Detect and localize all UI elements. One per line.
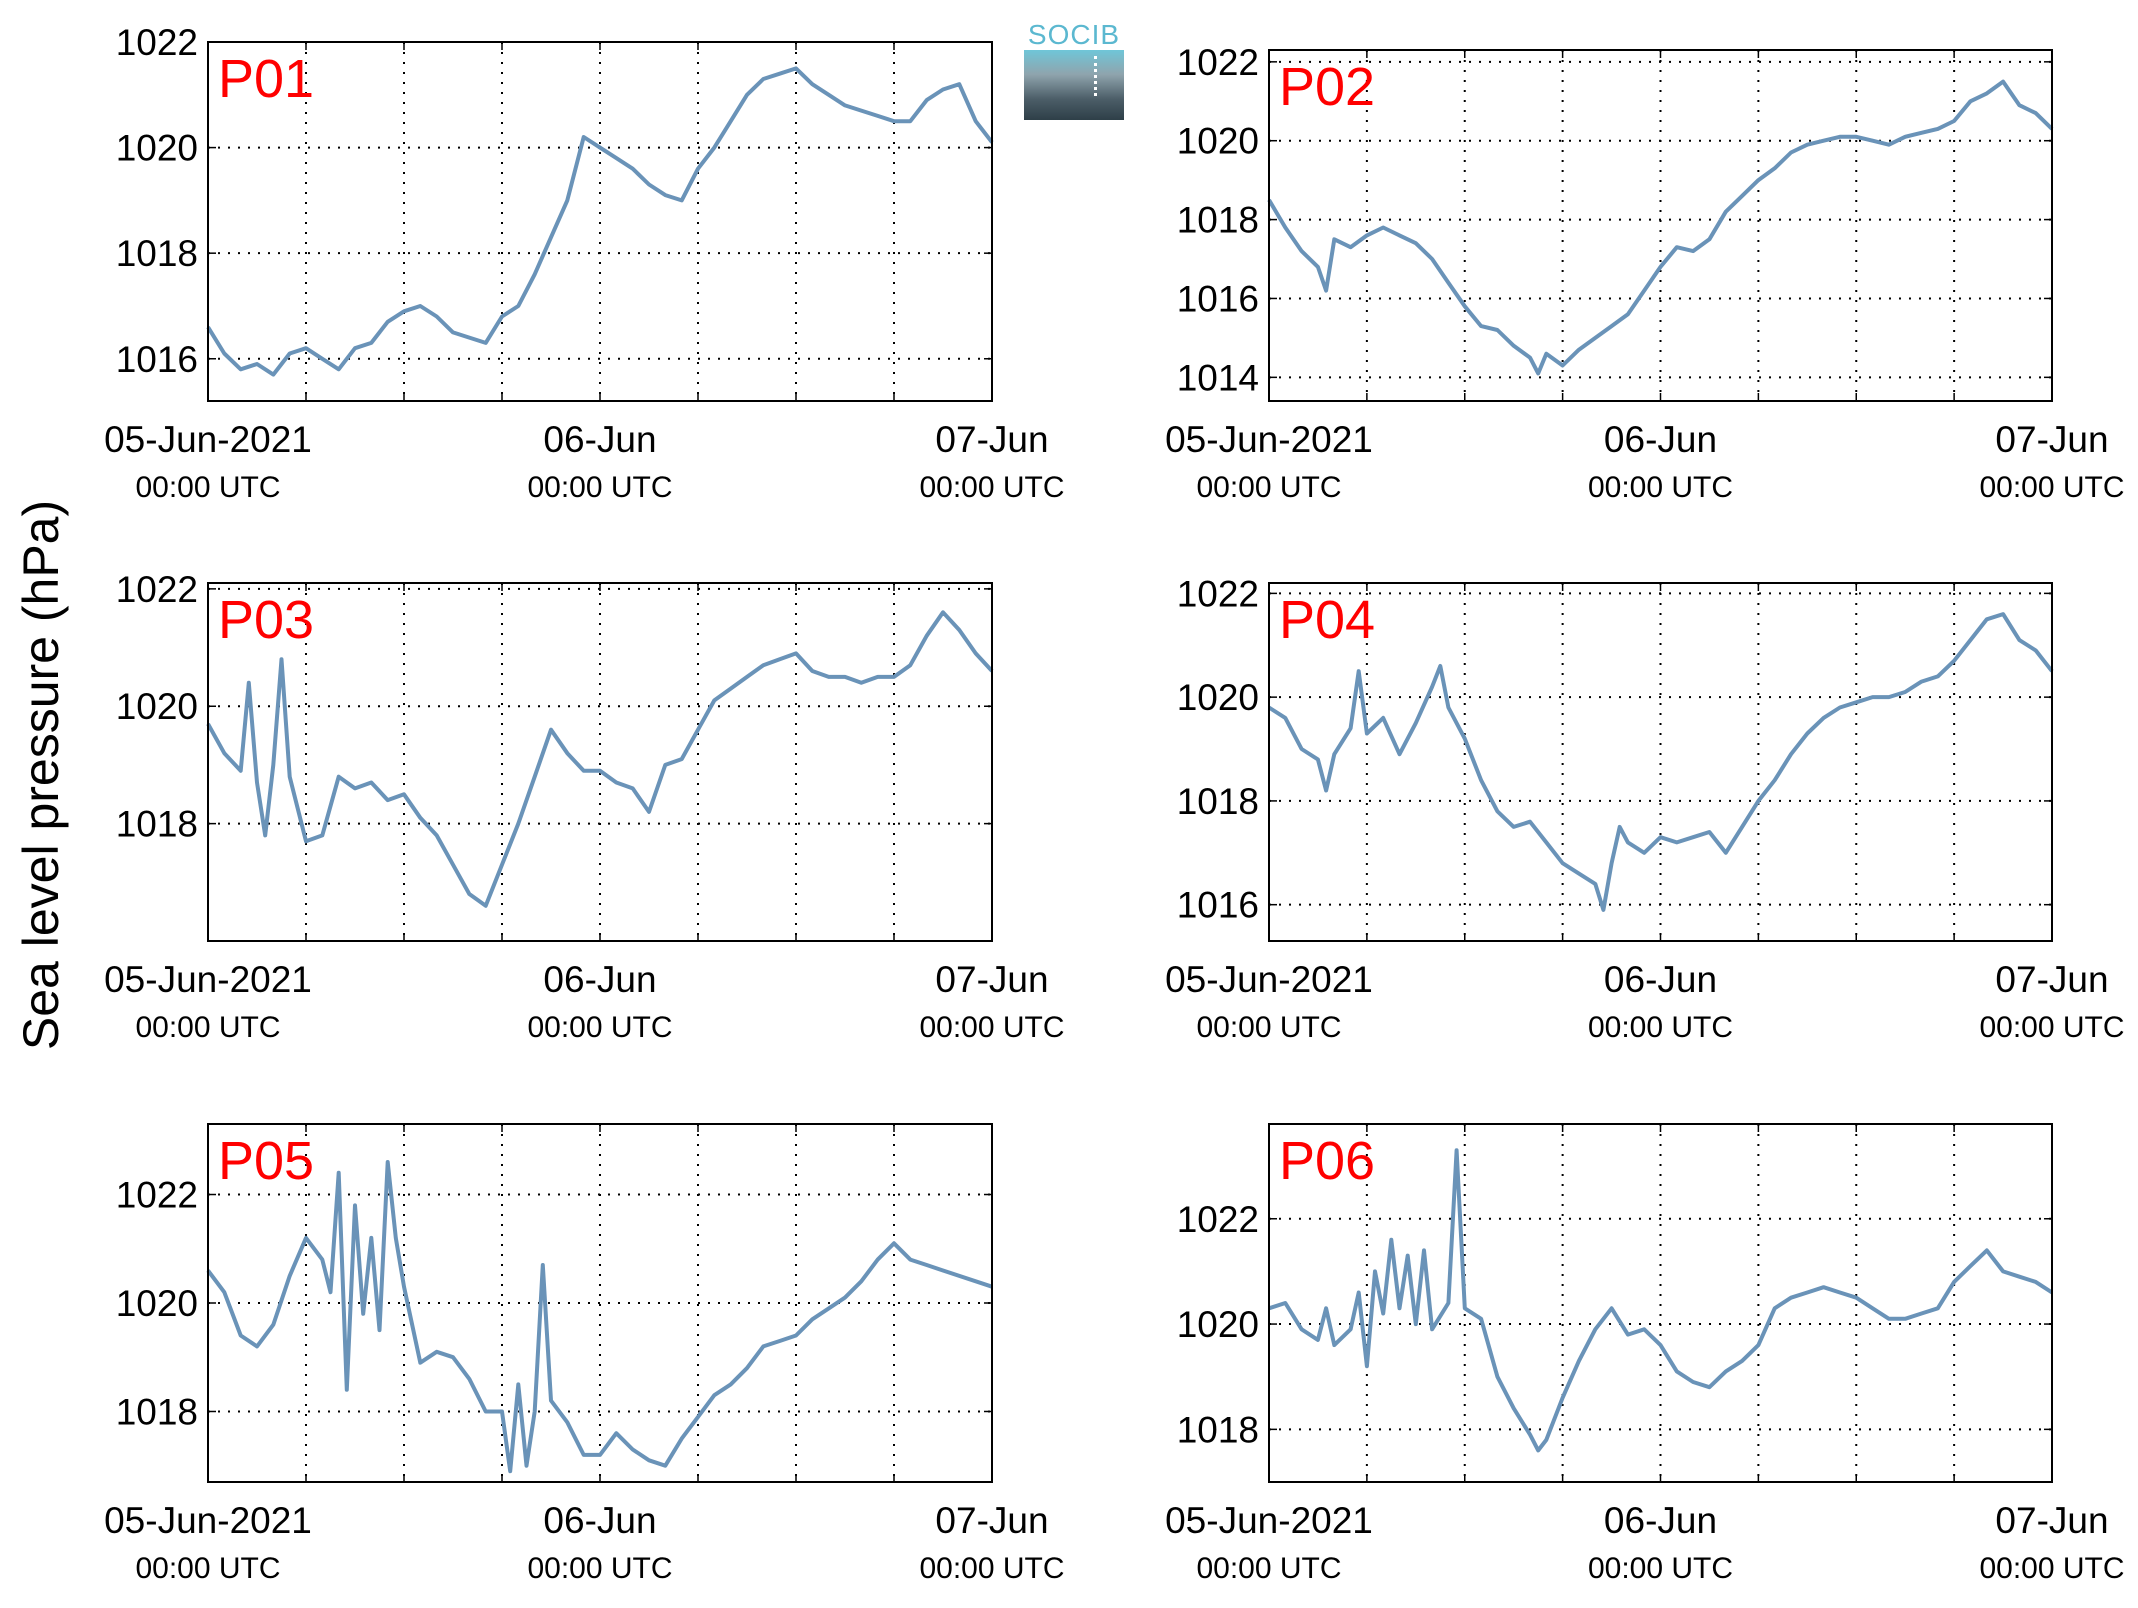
y-tick-label: 1020: [1177, 121, 1259, 162]
logo-mark: [1024, 50, 1124, 120]
x-tick-label-date: 07-Jun: [1995, 1500, 2108, 1541]
x-tick-label-time: 00:00 UTC: [1979, 1552, 2124, 1585]
x-tick-label-time: 00:00 UTC: [1588, 1552, 1733, 1585]
panel-p01: 1016 1018 1020 1022 05-Jun-2021 00:00 UTC 06-J…: [104, 22, 1064, 504]
y-tick-label: 1022: [1177, 573, 1259, 614]
y-tick-label: 1018: [116, 233, 198, 274]
panel-p05: 1018 1020 1022 05-Jun-2021 00:00 UTC 06-Jun 00…: [104, 1123, 1065, 1585]
y-tick-label: 1022: [116, 22, 198, 63]
x-tick-label-time: 00:00 UTC: [1196, 1011, 1341, 1044]
x-tick-label-time: 00:00 UTC: [135, 471, 280, 504]
plot-frame: [207, 41, 993, 402]
logo-text: SOCIB: [1027, 19, 1121, 50]
panel-label: P02: [1279, 57, 1375, 117]
x-tick-label-date: 06-Jun: [1604, 959, 1717, 1000]
socib-logo: SOCIB: [1024, 20, 1124, 120]
x-tick-label-time: 00:00 UTC: [135, 1552, 280, 1585]
y-tick-label: 1020: [116, 686, 198, 727]
panel-p06: 1018 1020 1022 05-Jun-2021 00:00 UTC 06-Jun 00…: [1165, 1123, 2125, 1585]
series-line-p03: [206, 610, 994, 908]
y-tick-label: 1022: [1177, 1199, 1259, 1240]
plot-frame: [207, 1123, 993, 1483]
y-tick-label: 1018: [116, 804, 198, 845]
x-tick-label-date: 06-Jun: [1604, 419, 1717, 460]
panel-label: P06: [1279, 1131, 1375, 1191]
x-tick-label-time: 00:00 UTC: [1979, 1011, 2124, 1044]
x-tick-label-date: 05-Jun-2021: [1165, 419, 1373, 460]
panel-p04: 1016 1018 1020 1022 05-Jun-2021 00:00 UTC 06-J…: [1165, 573, 2124, 1044]
x-tick-label-date: 07-Jun: [935, 1500, 1048, 1541]
x-tick-label-date: 06-Jun: [543, 959, 656, 1000]
y-tick-label: 1016: [1177, 885, 1259, 926]
x-tick-label-time: 00:00 UTC: [1588, 471, 1733, 504]
panel-p02: 1014 1016 1018 1020 1022 05-Jun-2021 00:00 UTC…: [1165, 42, 2124, 504]
y-tick-label: 1018: [116, 1391, 198, 1432]
x-tick-label-date: 07-Jun: [1995, 959, 2108, 1000]
y-tick-label: 1018: [1177, 1409, 1259, 1450]
y-tick-label: 1020: [1177, 1304, 1259, 1345]
y-tick-label: 1020: [116, 128, 198, 169]
y-tick-label: 1016: [1177, 278, 1259, 319]
y-axis-label: Sea level pressure (hPa): [13, 500, 69, 1050]
x-tick-label-date: 07-Jun: [935, 419, 1048, 460]
series-line-p04: [1267, 612, 2054, 912]
x-tick-label-time: 00:00 UTC: [1979, 471, 2124, 504]
x-tick-label-time: 00:00 UTC: [919, 1011, 1064, 1044]
panel-label: P05: [218, 1131, 314, 1191]
logo-dots: [1094, 56, 1097, 96]
y-tick-label: 1018: [1177, 781, 1259, 822]
y-tick-label: 1022: [1177, 42, 1259, 83]
series-line-p02: [1267, 79, 2054, 376]
y-tick-label: 1022: [116, 1175, 198, 1216]
y-tick-label: 1014: [1177, 357, 1259, 398]
y-tick-label: 1020: [1177, 677, 1259, 718]
x-tick-label-date: 07-Jun: [935, 959, 1048, 1000]
x-tick-label-time: 00:00 UTC: [527, 471, 672, 504]
x-tick-label-time: 00:00 UTC: [919, 1552, 1064, 1585]
x-tick-label-time: 00:00 UTC: [527, 1011, 672, 1044]
plot-frame: [1268, 1123, 2053, 1483]
panel-label: P04: [1279, 590, 1375, 650]
x-tick-label-time: 00:00 UTC: [1196, 1552, 1341, 1585]
x-tick-label-date: 06-Jun: [1604, 1500, 1717, 1541]
plot-frame: [1268, 49, 2053, 402]
panel-p03: 1018 1020 1022 05-Jun-2021 00:00 UTC 06-Jun 00…: [104, 569, 1064, 1044]
x-tick-label-time: 00:00 UTC: [1588, 1011, 1733, 1044]
x-tick-label-time: 00:00 UTC: [919, 471, 1064, 504]
y-tick-label: 1016: [116, 339, 198, 380]
series-line-p05: [206, 1160, 993, 1474]
x-tick-label-date: 05-Jun-2021: [104, 419, 312, 460]
y-tick-label: 1020: [116, 1283, 198, 1324]
panel-label: P01: [218, 49, 314, 109]
series-line-p06: [1268, 1148, 2054, 1453]
x-tick-label-date: 06-Jun: [543, 1500, 656, 1541]
x-tick-label-date: 05-Jun-2021: [1165, 959, 1373, 1000]
x-tick-label-date: 07-Jun: [1995, 419, 2108, 460]
x-tick-label-date: 05-Jun-2021: [104, 959, 312, 1000]
y-tick-label: 1022: [116, 569, 198, 610]
plot-frame: [207, 582, 993, 942]
series-line-p01: [206, 66, 994, 377]
plot-frame: [1268, 582, 2053, 942]
x-tick-label-date: 06-Jun: [543, 419, 656, 460]
x-tick-label-date: 05-Jun-2021: [1165, 1500, 1373, 1541]
x-tick-label-time: 00:00 UTC: [1196, 471, 1341, 504]
x-tick-label-time: 00:00 UTC: [527, 1552, 672, 1585]
x-tick-label-date: 05-Jun-2021: [104, 1500, 312, 1541]
x-tick-label-time: 00:00 UTC: [135, 1011, 280, 1044]
panel-label: P03: [218, 590, 314, 650]
y-tick-label: 1018: [1177, 200, 1259, 241]
